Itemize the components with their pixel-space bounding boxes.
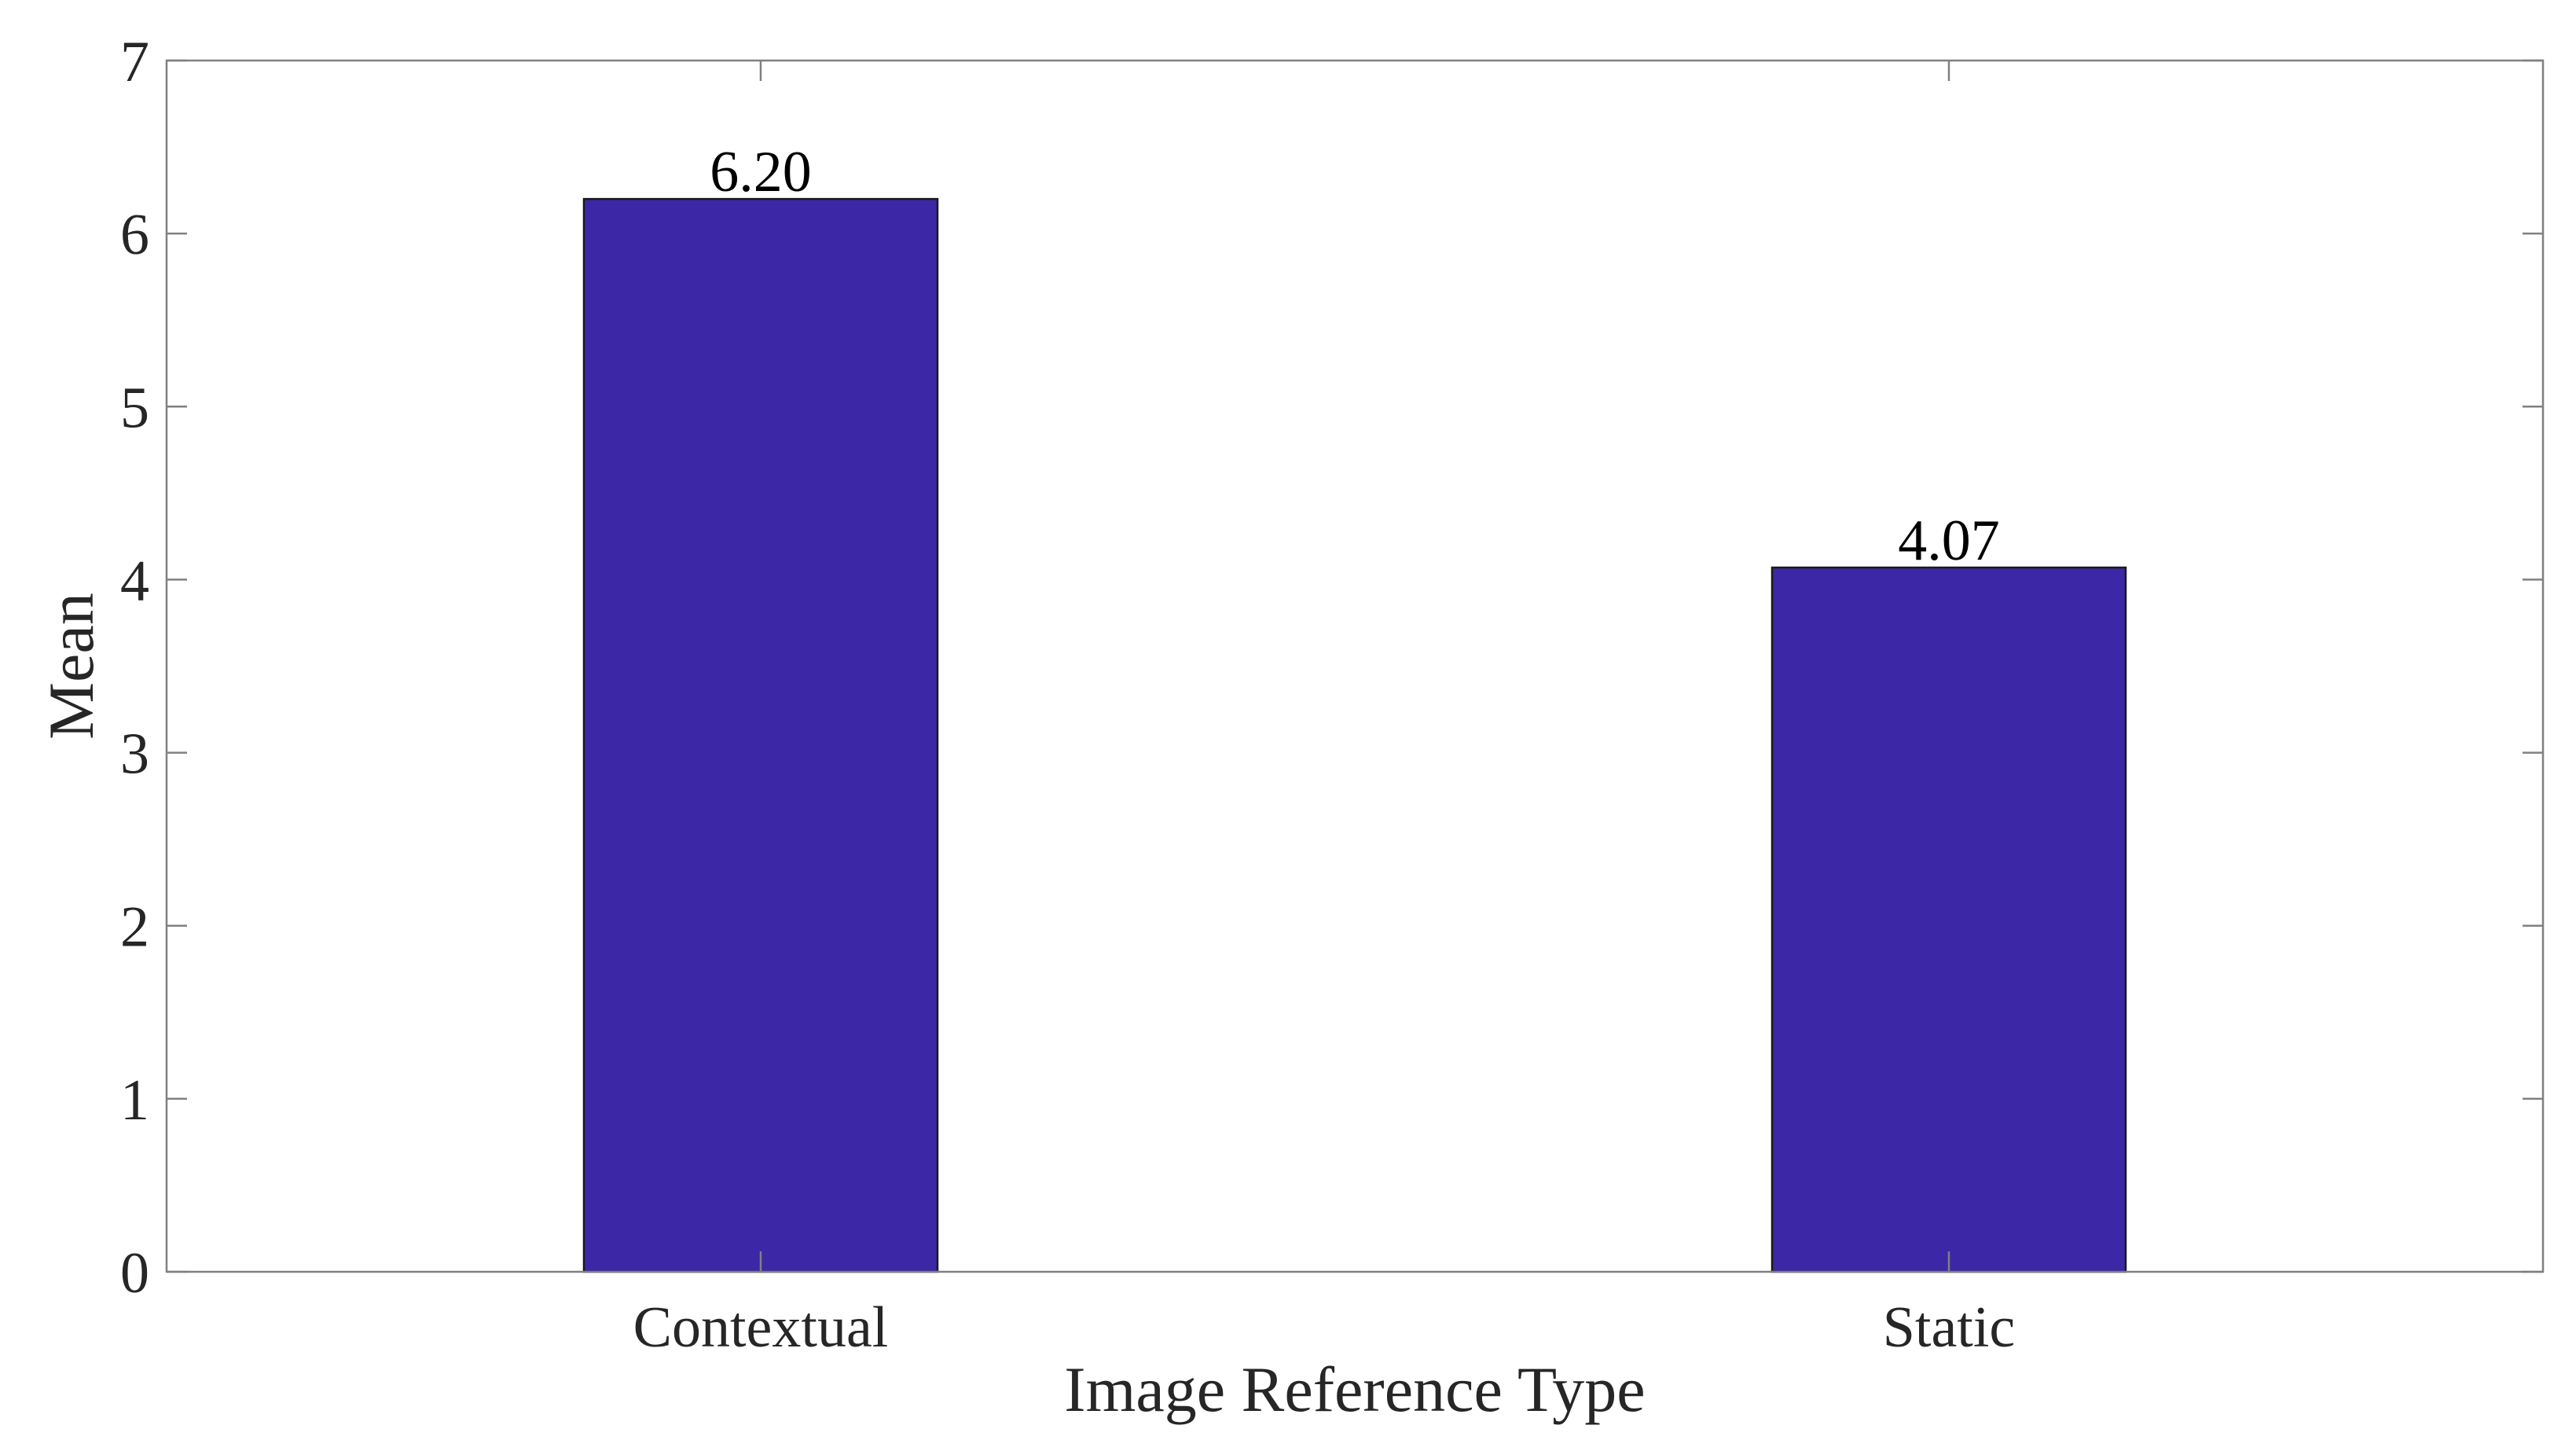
bar-static — [1771, 566, 2127, 1273]
x-axis-label: Image Reference Type — [1064, 1354, 1645, 1425]
y-tick-label: 1 — [120, 1068, 149, 1133]
plot-area-frame — [165, 59, 2545, 1273]
data-label-static: 4.07 — [1898, 509, 2000, 573]
y-tick-label: 5 — [120, 376, 149, 440]
y-tick-label: 7 — [120, 30, 149, 94]
y-tick-label: 6 — [120, 203, 149, 267]
data-label-contextual: 6.20 — [710, 140, 812, 204]
y-axis-label: Mean — [35, 593, 107, 740]
x-tick-label: Static — [1883, 1295, 2016, 1360]
y-tick-label: 2 — [120, 895, 149, 960]
y-tick-label: 3 — [120, 722, 149, 787]
x-tick-label: Contextual — [633, 1295, 889, 1360]
labels-layer: 6.20 Contextual 4.07 Static 0 1 2 3 4 5 6 7 — [120, 30, 2015, 1360]
bar-contextual — [582, 197, 939, 1273]
ticks-layer — [167, 59, 2543, 1273]
bars-layer — [582, 197, 2127, 1273]
y-tick-label: 4 — [120, 549, 149, 613]
y-tick-label: 0 — [120, 1241, 149, 1306]
